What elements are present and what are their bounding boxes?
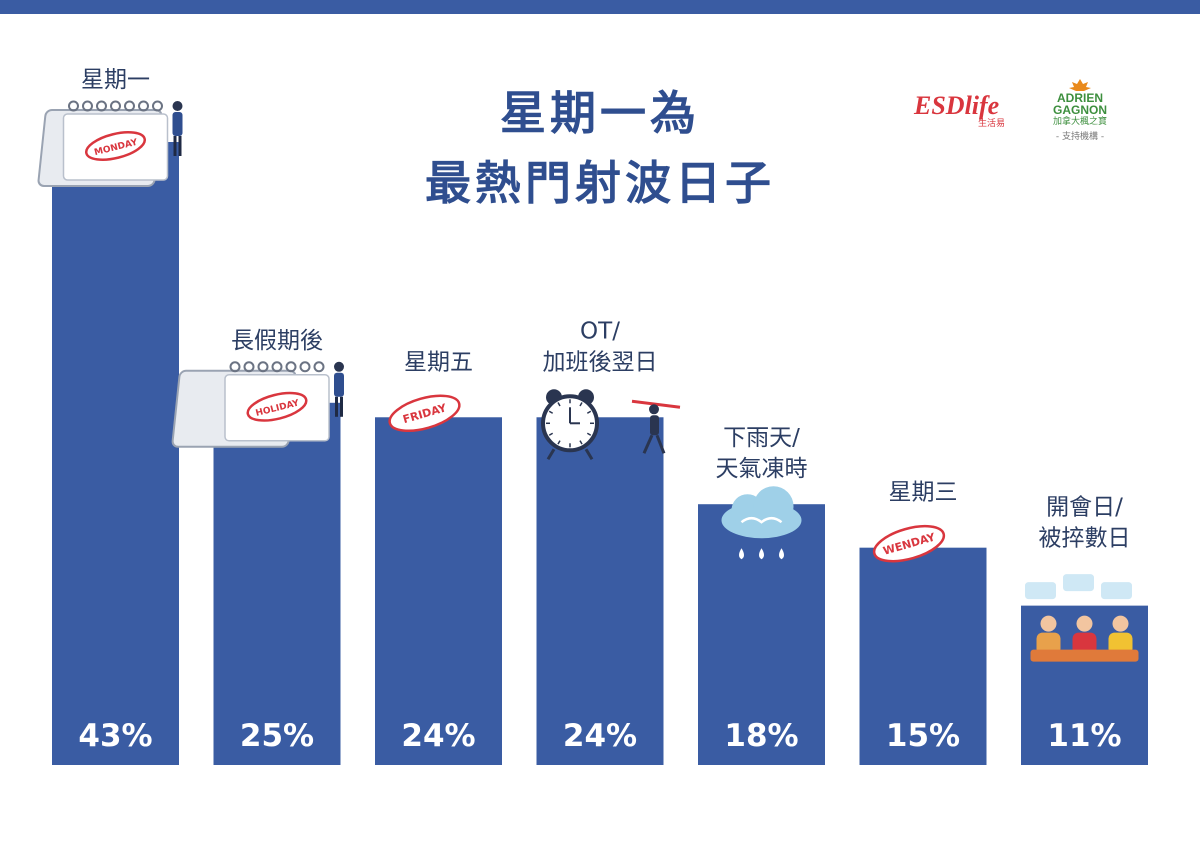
bar-6 bbox=[1021, 605, 1148, 765]
bar-4 bbox=[698, 504, 825, 765]
category-label-3-1: 加班後翌日 bbox=[543, 349, 658, 375]
illustration-6 bbox=[1024, 573, 1139, 662]
category-label-3-0: OT/ bbox=[580, 318, 620, 344]
illustration-5: WENDAY bbox=[872, 524, 946, 563]
category-label-1-0: 長假期後 bbox=[231, 328, 323, 354]
value-label-6: 11% bbox=[1047, 718, 1121, 754]
esdlife-logo-text: ESDlife bbox=[913, 91, 999, 120]
value-label-4: 18% bbox=[724, 718, 798, 754]
value-label-2: 24% bbox=[401, 718, 475, 754]
adrien-logo-line1: ADRIEN bbox=[1056, 91, 1103, 105]
value-label-3: 24% bbox=[563, 718, 637, 754]
category-label-5-0: 星期三 bbox=[889, 480, 958, 506]
illustration-0: MONDAY bbox=[37, 100, 183, 187]
value-label-5: 15% bbox=[886, 718, 960, 754]
category-label-6-0: 開會日/ bbox=[1046, 495, 1123, 521]
adrien-gagnon-logo: ADRIEN GAGNON 加拿大楓之寶 - 支持機構 - bbox=[1038, 78, 1122, 142]
category-label-6-1: 被捽數日 bbox=[1039, 526, 1131, 552]
adrien-logo-line2: GAGNON bbox=[1053, 103, 1107, 117]
bar-1 bbox=[213, 402, 341, 765]
bar-0 bbox=[52, 142, 179, 765]
bar-2 bbox=[375, 417, 502, 765]
value-label-0: 43% bbox=[78, 718, 152, 754]
support-note: - 支持機構 - bbox=[1055, 132, 1105, 142]
bar-5 bbox=[859, 547, 987, 765]
title-line-1: 星期一為 bbox=[500, 86, 700, 140]
maple-leaf-icon bbox=[1069, 79, 1091, 91]
title-line-2: 最熱門射波日子 bbox=[425, 156, 775, 210]
category-label-4-0: 下雨天/ bbox=[723, 425, 800, 451]
sponsor-logos: ESDlife 生活易 ADRIEN GAGNON 加拿大楓之寶 - 支持機構 … bbox=[912, 78, 1122, 148]
esdlife-logo: ESDlife 生活易 bbox=[912, 84, 1020, 134]
illustration-2: FRIDAY bbox=[388, 394, 461, 433]
adrien-logo-sub: 加拿大楓之寶 bbox=[1052, 117, 1107, 127]
esdlife-logo-sub: 生活易 bbox=[978, 117, 1005, 129]
chart-title: 星期一為 最熱門射波日子 bbox=[300, 78, 900, 218]
value-label-1: 25% bbox=[240, 718, 314, 754]
illustration-3 bbox=[541, 389, 681, 461]
category-label-2-0: 星期五 bbox=[404, 349, 473, 375]
bar-3 bbox=[536, 417, 664, 765]
illustration-1: HOLIDAY bbox=[171, 361, 344, 448]
category-label-0-0: 星期一 bbox=[81, 67, 150, 93]
illustration-4 bbox=[721, 486, 802, 560]
category-label-4-1: 天氣凍時 bbox=[716, 456, 808, 482]
top-band bbox=[0, 0, 1200, 14]
